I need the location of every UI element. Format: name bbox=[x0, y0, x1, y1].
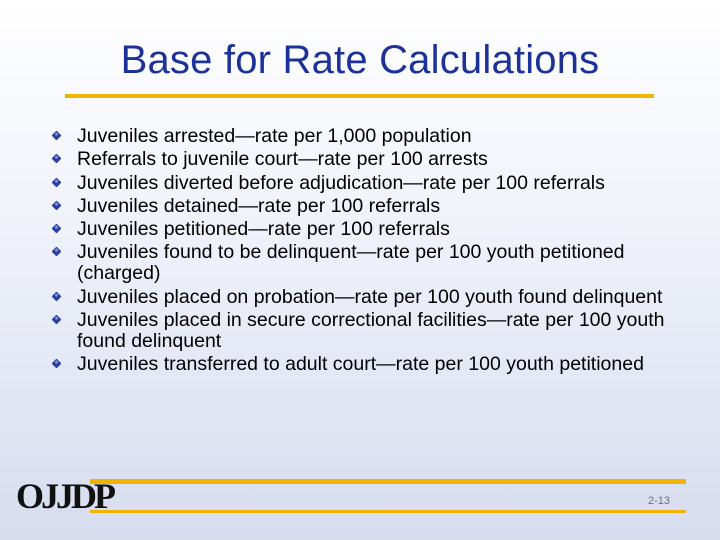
bullet-text: Juveniles petitioned—rate per 100 referr… bbox=[77, 218, 450, 241]
list-item: Referrals to juvenile court—rate per 100… bbox=[50, 149, 700, 170]
bullet-text: Referrals to juvenile court—rate per 100… bbox=[77, 148, 488, 171]
bullet-text: Juveniles detained—rate per 100 referral… bbox=[77, 194, 441, 217]
diamond-bullet-icon bbox=[51, 223, 62, 234]
list-item: Juveniles transferred to adult court—rat… bbox=[50, 354, 700, 375]
footer-rule-bottom bbox=[90, 510, 686, 513]
bullet-text: Juveniles placed in secure correctional … bbox=[77, 309, 665, 353]
list-item: Juveniles placed on probation—rate per 1… bbox=[50, 285, 700, 308]
title-underline bbox=[65, 94, 654, 98]
diamond-bullet-icon bbox=[51, 247, 62, 257]
diamond-bullet-icon bbox=[51, 291, 62, 302]
bullet-text: Juveniles found to be delinquent—rate pe… bbox=[77, 241, 625, 285]
list-item: Juveniles detained—rate per 100 referral… bbox=[50, 194, 700, 217]
page-number: 2-13 bbox=[648, 495, 671, 507]
bullet-list: Juveniles arrested—rate per 1,000 popula… bbox=[50, 126, 700, 378]
bullet-text: Juveniles arrested—rate per 1,000 popula… bbox=[77, 125, 472, 147]
diamond-bullet-icon bbox=[51, 314, 62, 325]
slide-title: Base for Rate Calculations bbox=[120, 38, 600, 82]
list-item: Juveniles petitioned—rate per 100 referr… bbox=[50, 219, 700, 240]
footer-rule-top bbox=[90, 479, 686, 484]
list-item: Juveniles diverted before adjudication—r… bbox=[50, 171, 700, 194]
list-item: Juveniles found to be delinquent—rate pe… bbox=[50, 242, 700, 284]
bullet-text: Juveniles diverted before adjudication—r… bbox=[77, 171, 605, 194]
ojjdp-logo: OJJDP bbox=[16, 476, 116, 516]
bullet-text: Juveniles placed on probation—rate per 1… bbox=[77, 285, 663, 308]
list-item: Juveniles arrested—rate per 1,000 popula… bbox=[50, 126, 700, 147]
diamond-bullet-icon bbox=[51, 130, 62, 141]
diamond-bullet-icon bbox=[51, 153, 62, 164]
list-item: Juveniles placed in secure correctional … bbox=[50, 310, 700, 352]
diamond-bullet-icon bbox=[51, 200, 62, 211]
diamond-bullet-icon bbox=[51, 358, 62, 369]
diamond-bullet-icon bbox=[51, 177, 62, 188]
bullet-text: Juveniles transferred to adult court—rat… bbox=[77, 353, 644, 376]
